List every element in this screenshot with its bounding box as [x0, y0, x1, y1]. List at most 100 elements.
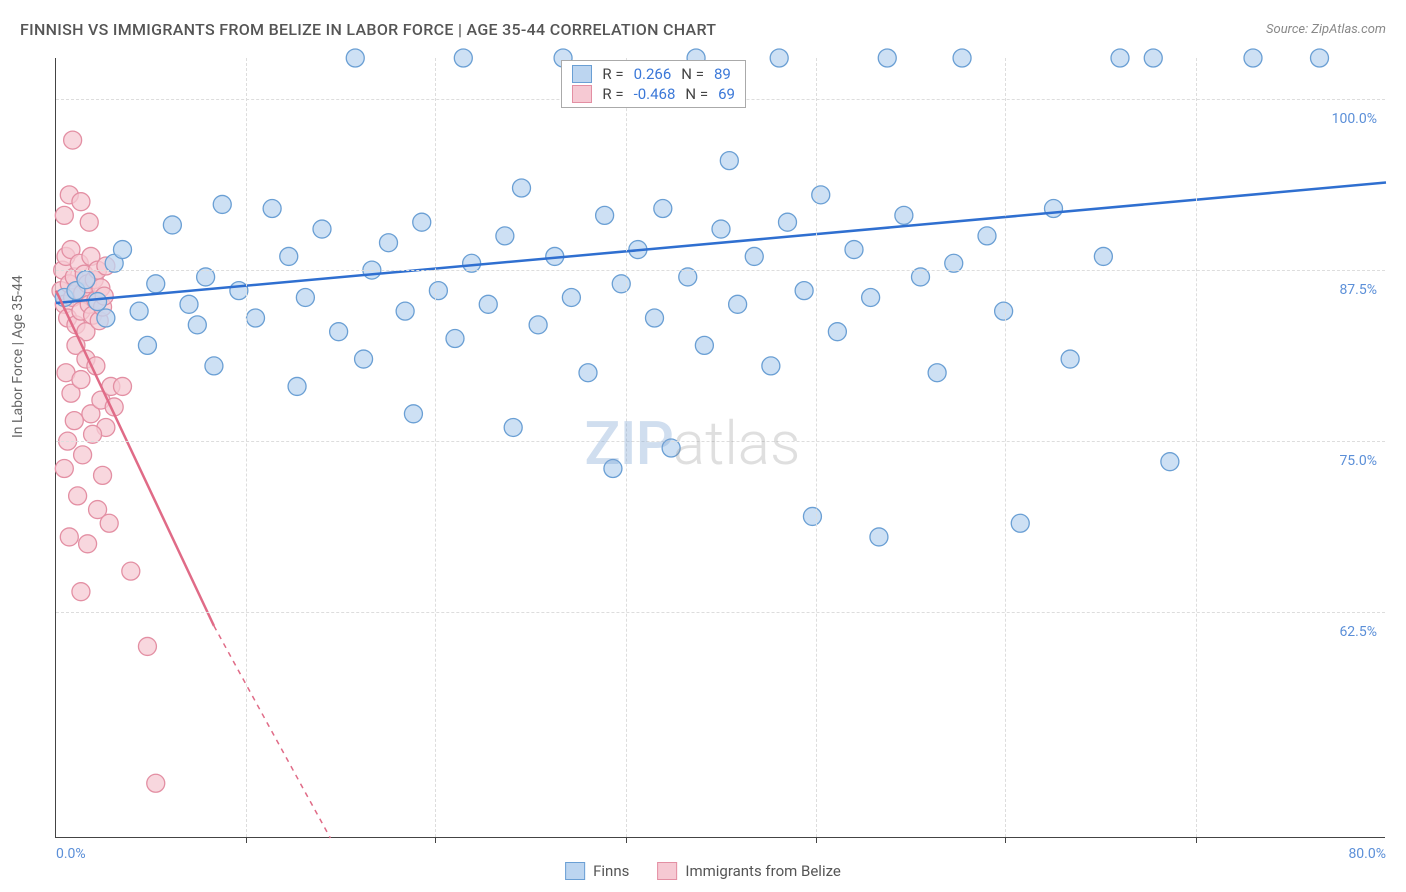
x-tick-mark: [435, 837, 436, 843]
belize-point: [65, 412, 83, 430]
finns-point: [1011, 514, 1029, 532]
belize-point: [74, 446, 92, 464]
finns-point: [296, 288, 314, 306]
finns-point: [97, 309, 115, 327]
finns-point: [413, 213, 431, 231]
finns-point: [978, 227, 996, 245]
legend-label-finns: Finns: [593, 862, 629, 880]
finns-point: [803, 507, 821, 525]
finns-point: [496, 227, 514, 245]
finns-point: [313, 220, 331, 238]
finns-point: [213, 195, 231, 213]
finns-point: [596, 206, 614, 224]
stat-r-value: -0.468: [634, 85, 676, 103]
finns-point: [1161, 453, 1179, 471]
finns-point: [654, 200, 672, 218]
finns-point: [114, 241, 132, 259]
chart-header: FINNISH VS IMMIGRANTS FROM BELIZE IN LAB…: [20, 20, 1386, 39]
legend-item-finns: Finns: [565, 862, 629, 880]
y-tick-label: 100.0%: [1332, 111, 1377, 127]
finns-point: [247, 309, 265, 327]
stat-r-label: R =: [602, 85, 623, 103]
finns-point: [138, 336, 156, 354]
belize-point: [55, 206, 73, 224]
belize-point: [64, 131, 82, 149]
finns-point: [695, 336, 713, 354]
finns-point: [845, 241, 863, 259]
finns-point: [862, 288, 880, 306]
gridline-v: [626, 58, 627, 837]
legend-label-belize: Immigrants from Belize: [685, 862, 841, 880]
x-tick-mark: [1196, 837, 1197, 843]
finns-point: [895, 206, 913, 224]
scatter-plot: 62.5%75.0%87.5%100.0%0.0%80.0%ZIPatlasR …: [55, 58, 1385, 838]
finns-point: [612, 275, 630, 293]
finns-point: [1111, 49, 1129, 67]
gridline-v: [246, 58, 247, 837]
finns-point: [1311, 49, 1329, 67]
belize-point: [69, 487, 87, 505]
belize-point: [60, 528, 78, 546]
finns-point: [604, 460, 622, 478]
finns-point: [346, 49, 364, 67]
legend-swatch-finns: [565, 862, 585, 880]
finns-point: [188, 316, 206, 334]
stat-n-value: 89: [714, 65, 731, 83]
finns-point: [513, 179, 531, 197]
finns-point: [745, 247, 763, 265]
belize-point: [114, 377, 132, 395]
finns-point: [995, 302, 1013, 320]
y-tick-label: 87.5%: [1339, 282, 1377, 298]
legend-item-belize: Immigrants from Belize: [657, 862, 841, 880]
finns-point: [770, 49, 788, 67]
finns-point: [529, 316, 547, 334]
source-attribution: Source: ZipAtlas.com: [1266, 22, 1386, 37]
stat-r-value: 0.266: [634, 65, 672, 83]
finns-point: [89, 293, 107, 311]
stats-box: R =0.266N =89R =-0.468N =69: [561, 60, 746, 108]
finns-point: [1094, 247, 1112, 265]
gridline-h: [56, 441, 1385, 442]
chart-title: FINNISH VS IMMIGRANTS FROM BELIZE IN LAB…: [20, 20, 716, 39]
stat-n-label: N =: [681, 65, 704, 83]
finns-point: [1061, 350, 1079, 368]
finns-point: [280, 247, 298, 265]
finns-point: [147, 275, 165, 293]
finns-point: [504, 418, 522, 436]
belize-point: [80, 213, 98, 231]
finns-point: [779, 213, 797, 231]
belize-point: [94, 466, 112, 484]
finns-point: [205, 357, 223, 375]
gridline-h: [56, 612, 1385, 613]
belize-point: [72, 193, 90, 211]
finns-point: [130, 302, 148, 320]
finns-point: [1144, 49, 1162, 67]
finns-point: [396, 302, 414, 320]
stat-row: R =-0.468N =69: [572, 85, 735, 103]
finns-point: [812, 186, 830, 204]
finns-point: [355, 350, 373, 368]
finns-point: [928, 364, 946, 382]
finns-point: [795, 282, 813, 300]
x-tick-label: 80.0%: [1348, 846, 1386, 862]
finns-point: [953, 49, 971, 67]
plot-svg: [56, 58, 1385, 837]
y-axis-label: In Labor Force | Age 35-44: [10, 275, 26, 438]
belize-point: [72, 371, 90, 389]
finns-point: [720, 152, 738, 170]
stat-swatch: [572, 65, 592, 83]
trend-line-belize-dash: [214, 626, 330, 838]
stat-n-label: N =: [685, 85, 708, 103]
finns-point: [263, 200, 281, 218]
finns-point: [646, 309, 664, 327]
belize-point: [72, 583, 90, 601]
finns-point: [762, 357, 780, 375]
stat-row: R =0.266N =89: [572, 65, 735, 83]
finns-point: [446, 330, 464, 348]
finns-point: [562, 288, 580, 306]
finns-point: [878, 49, 896, 67]
trend-line-finns: [56, 183, 1386, 303]
finns-point: [180, 295, 198, 313]
legend-swatch-belize: [657, 862, 677, 880]
x-tick-mark: [626, 837, 627, 843]
